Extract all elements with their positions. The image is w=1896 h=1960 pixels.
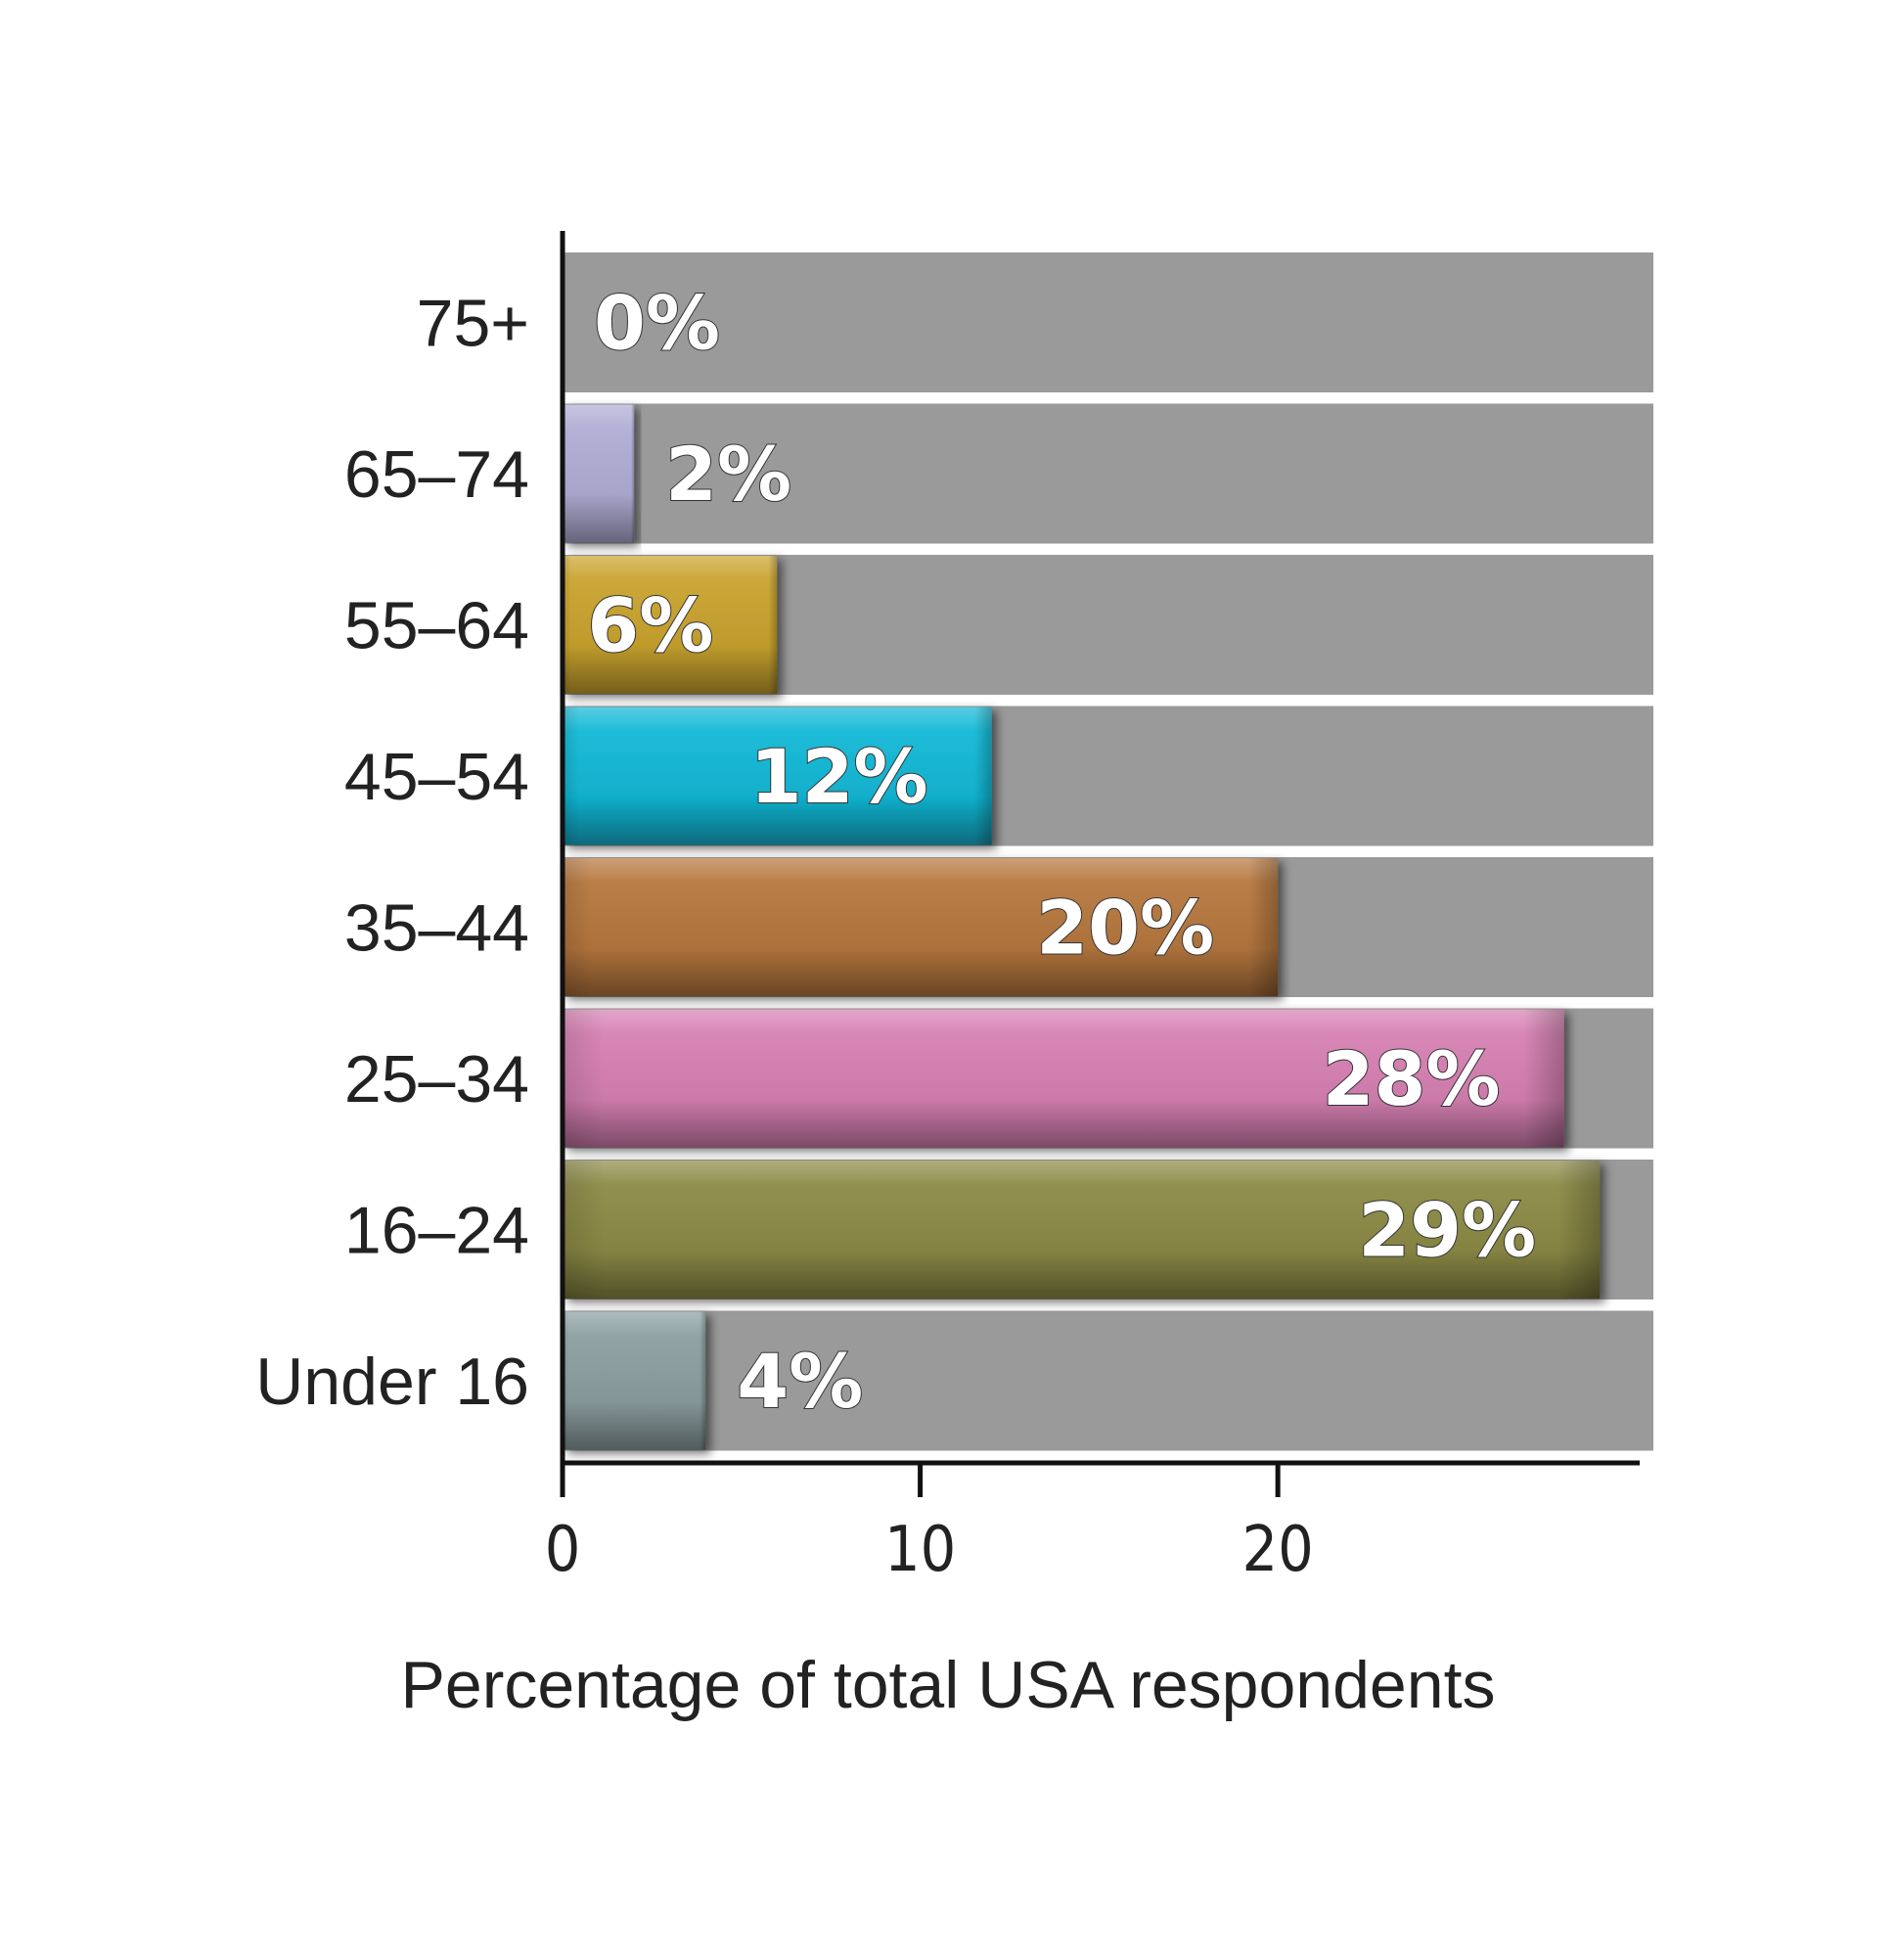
value-label: 28% (1323, 1035, 1501, 1122)
bar-track (563, 1310, 1653, 1451)
x-tick-label: 10 (884, 1514, 956, 1586)
category-labels-layer: 75+ 65–74 55–64 45–54 35–44 25–34 16–24 Under 1… (255, 287, 529, 1420)
category-label: 75+ (417, 287, 529, 361)
bar-edge-shading (563, 404, 635, 543)
bar-track (563, 403, 1653, 544)
category-label: 16–24 (344, 1194, 529, 1268)
value-label: 20% (1036, 885, 1214, 972)
bar-edge-shading (563, 707, 992, 845)
value-label: 0% (594, 280, 720, 367)
bar (563, 858, 1279, 996)
bar-edge-shading (563, 858, 1279, 996)
bar (563, 556, 778, 694)
bar-edge-shading (563, 556, 778, 694)
category-label: 45–54 (344, 740, 529, 814)
value-label: 2% (665, 431, 791, 518)
value-labels-layer: 0% 2% 6% 12% 20% 28% 29% 4% (586, 279, 1537, 1427)
bar-track (563, 252, 1653, 392)
value-label: 12% (750, 733, 928, 820)
bar (563, 404, 635, 543)
bar (563, 1311, 706, 1450)
x-tick-label: 20 (1242, 1514, 1314, 1586)
bars-layer (563, 404, 1601, 1450)
value-label: 4% (737, 1338, 863, 1425)
x-axis-title: Percentage of total USA respondents (401, 1648, 1496, 1722)
bar-edge-shading (563, 1161, 1601, 1299)
bar (563, 1009, 1564, 1148)
category-label: 65–74 (344, 437, 529, 512)
category-label: Under 16 (255, 1345, 529, 1419)
category-label: 55–64 (344, 589, 529, 663)
axes-layer (560, 231, 1640, 1497)
bar (563, 1161, 1601, 1299)
bar (563, 707, 992, 845)
x-ticks-layer: 0 10 20 (545, 1463, 1314, 1586)
bar-edge-shading (563, 1009, 1564, 1148)
bar-edge-shading (563, 1311, 706, 1450)
value-label: 6% (587, 582, 713, 669)
category-label: 35–44 (344, 891, 529, 966)
x-tick-label: 0 (545, 1514, 581, 1586)
category-label: 25–34 (344, 1042, 529, 1117)
value-label: 29% (1358, 1187, 1536, 1274)
